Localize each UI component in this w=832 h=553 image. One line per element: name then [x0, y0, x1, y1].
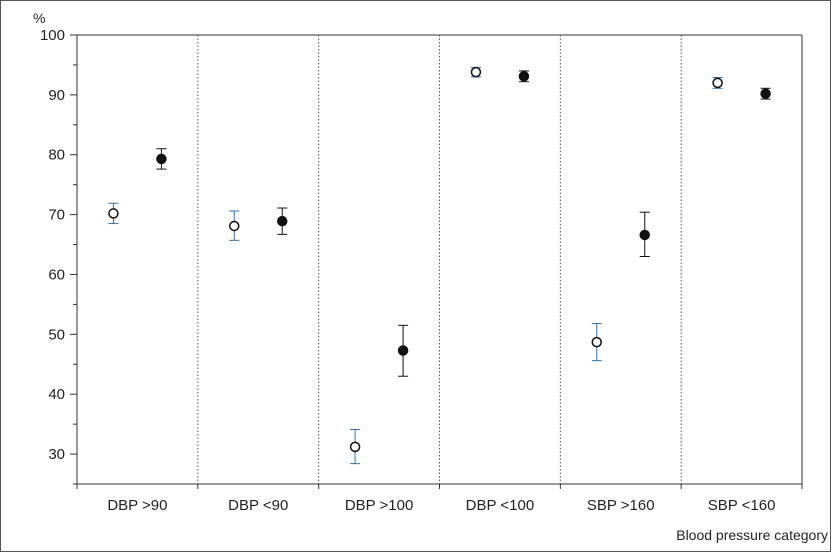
- y-axis-label: %: [33, 10, 45, 26]
- y-tick-label: 80: [48, 147, 65, 164]
- open-circle-point: [591, 336, 602, 348]
- y-ticks: 30 40 50 60 70 80 90 100: [40, 27, 77, 485]
- data-point-group: [277, 207, 288, 235]
- data-point-group: [712, 77, 723, 89]
- x-category-label: DBP <100: [466, 497, 535, 514]
- open-circle-point: [349, 441, 361, 453]
- filled-circle-point: [760, 88, 771, 99]
- x-category-label: SBP >160: [587, 497, 655, 514]
- x-category-label: SBP <160: [708, 497, 776, 514]
- data-point-group: [229, 210, 240, 241]
- x-category-label: DBP <90: [228, 497, 288, 514]
- data-point-group: [591, 323, 602, 362]
- x-category-label: DBP >90: [107, 497, 167, 514]
- x-axis-label: Blood pressure category: [676, 527, 828, 543]
- y-tick-label: 30: [48, 446, 65, 463]
- y-tick-label: 70: [48, 207, 65, 224]
- x-category-label: DBP >100: [345, 497, 414, 514]
- data-point-group: [349, 429, 361, 465]
- y-tick-label: 60: [48, 266, 65, 283]
- filled-circle-point: [397, 345, 409, 356]
- data-point-group: [760, 87, 771, 100]
- y-tick-label: 90: [48, 87, 65, 104]
- data-point-group: [639, 211, 650, 258]
- data-point-group: [470, 66, 482, 78]
- open-circle-point: [229, 220, 240, 232]
- category-separators: [197, 35, 682, 484]
- filled-circle-point: [156, 153, 167, 165]
- data-marks: [108, 66, 771, 465]
- y-tick-label: 40: [48, 386, 65, 403]
- filled-circle-point: [518, 71, 530, 82]
- data-point-group: [108, 202, 119, 225]
- filled-circle-point: [277, 215, 288, 227]
- y-tick-label: 100: [40, 27, 65, 44]
- y-tick-label: 50: [48, 326, 65, 343]
- open-circle-point: [712, 77, 723, 89]
- data-point-group: [397, 324, 409, 377]
- data-point-group: [518, 70, 530, 83]
- open-circle-point: [108, 208, 119, 219]
- data-point-group: [156, 148, 167, 170]
- x-category-labels: DBP >90 DBP <90 DBP >100 DBP <100 SBP >160 SB…: [107, 497, 775, 514]
- open-circle-point: [470, 66, 482, 78]
- filled-circle-point: [639, 229, 650, 241]
